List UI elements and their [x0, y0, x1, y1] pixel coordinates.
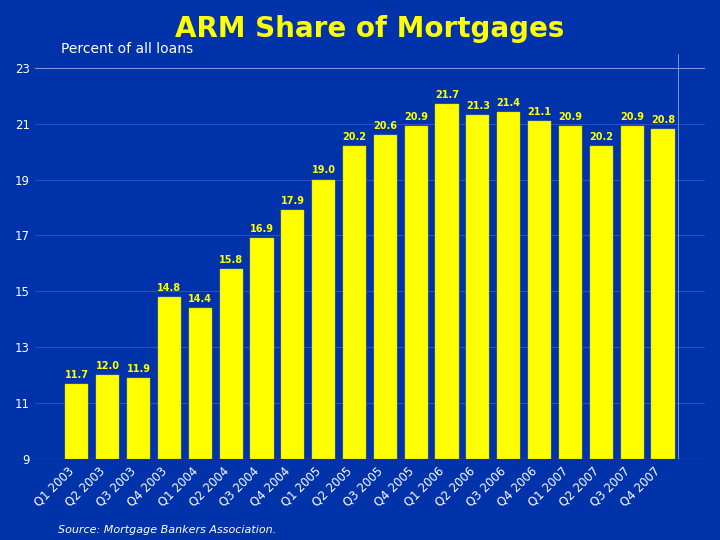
Bar — [374, 135, 397, 459]
Bar — [498, 112, 521, 459]
Bar — [343, 146, 366, 459]
Text: 21.3: 21.3 — [466, 101, 490, 111]
Text: 15.8: 15.8 — [219, 255, 243, 265]
Bar — [251, 238, 274, 459]
Text: 17.9: 17.9 — [281, 196, 305, 206]
Bar — [220, 269, 243, 459]
Text: 20.2: 20.2 — [589, 132, 613, 142]
Bar — [467, 115, 490, 459]
Bar — [312, 179, 336, 459]
Bar — [652, 129, 675, 459]
Text: 14.4: 14.4 — [188, 294, 212, 304]
Text: 14.8: 14.8 — [158, 283, 181, 293]
Text: 19.0: 19.0 — [312, 165, 336, 176]
Bar — [66, 384, 89, 459]
Bar — [282, 210, 305, 459]
Text: 20.8: 20.8 — [651, 115, 675, 125]
Text: 21.4: 21.4 — [497, 98, 521, 108]
Text: 21.1: 21.1 — [528, 106, 552, 117]
Text: Source: Mortgage Bankers Association.: Source: Mortgage Bankers Association. — [58, 524, 276, 535]
Text: 20.9: 20.9 — [559, 112, 582, 122]
Text: 21.7: 21.7 — [435, 90, 459, 100]
Text: 11.7: 11.7 — [65, 369, 89, 380]
Bar — [127, 378, 150, 459]
Text: 20.9: 20.9 — [620, 112, 644, 122]
Text: Percent of all loans: Percent of all loans — [61, 43, 194, 57]
Bar — [436, 104, 459, 459]
Text: 11.9: 11.9 — [127, 364, 150, 374]
Bar — [405, 126, 428, 459]
Text: 20.9: 20.9 — [404, 112, 428, 122]
Text: 16.9: 16.9 — [250, 224, 274, 234]
Bar — [590, 146, 613, 459]
Bar — [559, 126, 582, 459]
Bar — [96, 375, 120, 459]
Text: 20.6: 20.6 — [374, 120, 397, 131]
Text: 12.0: 12.0 — [96, 361, 120, 371]
Bar — [528, 121, 551, 459]
Bar — [158, 297, 181, 459]
Text: 20.2: 20.2 — [343, 132, 366, 142]
Bar — [189, 308, 212, 459]
Bar — [621, 126, 644, 459]
Title: ARM Share of Mortgages: ARM Share of Mortgages — [175, 15, 564, 43]
